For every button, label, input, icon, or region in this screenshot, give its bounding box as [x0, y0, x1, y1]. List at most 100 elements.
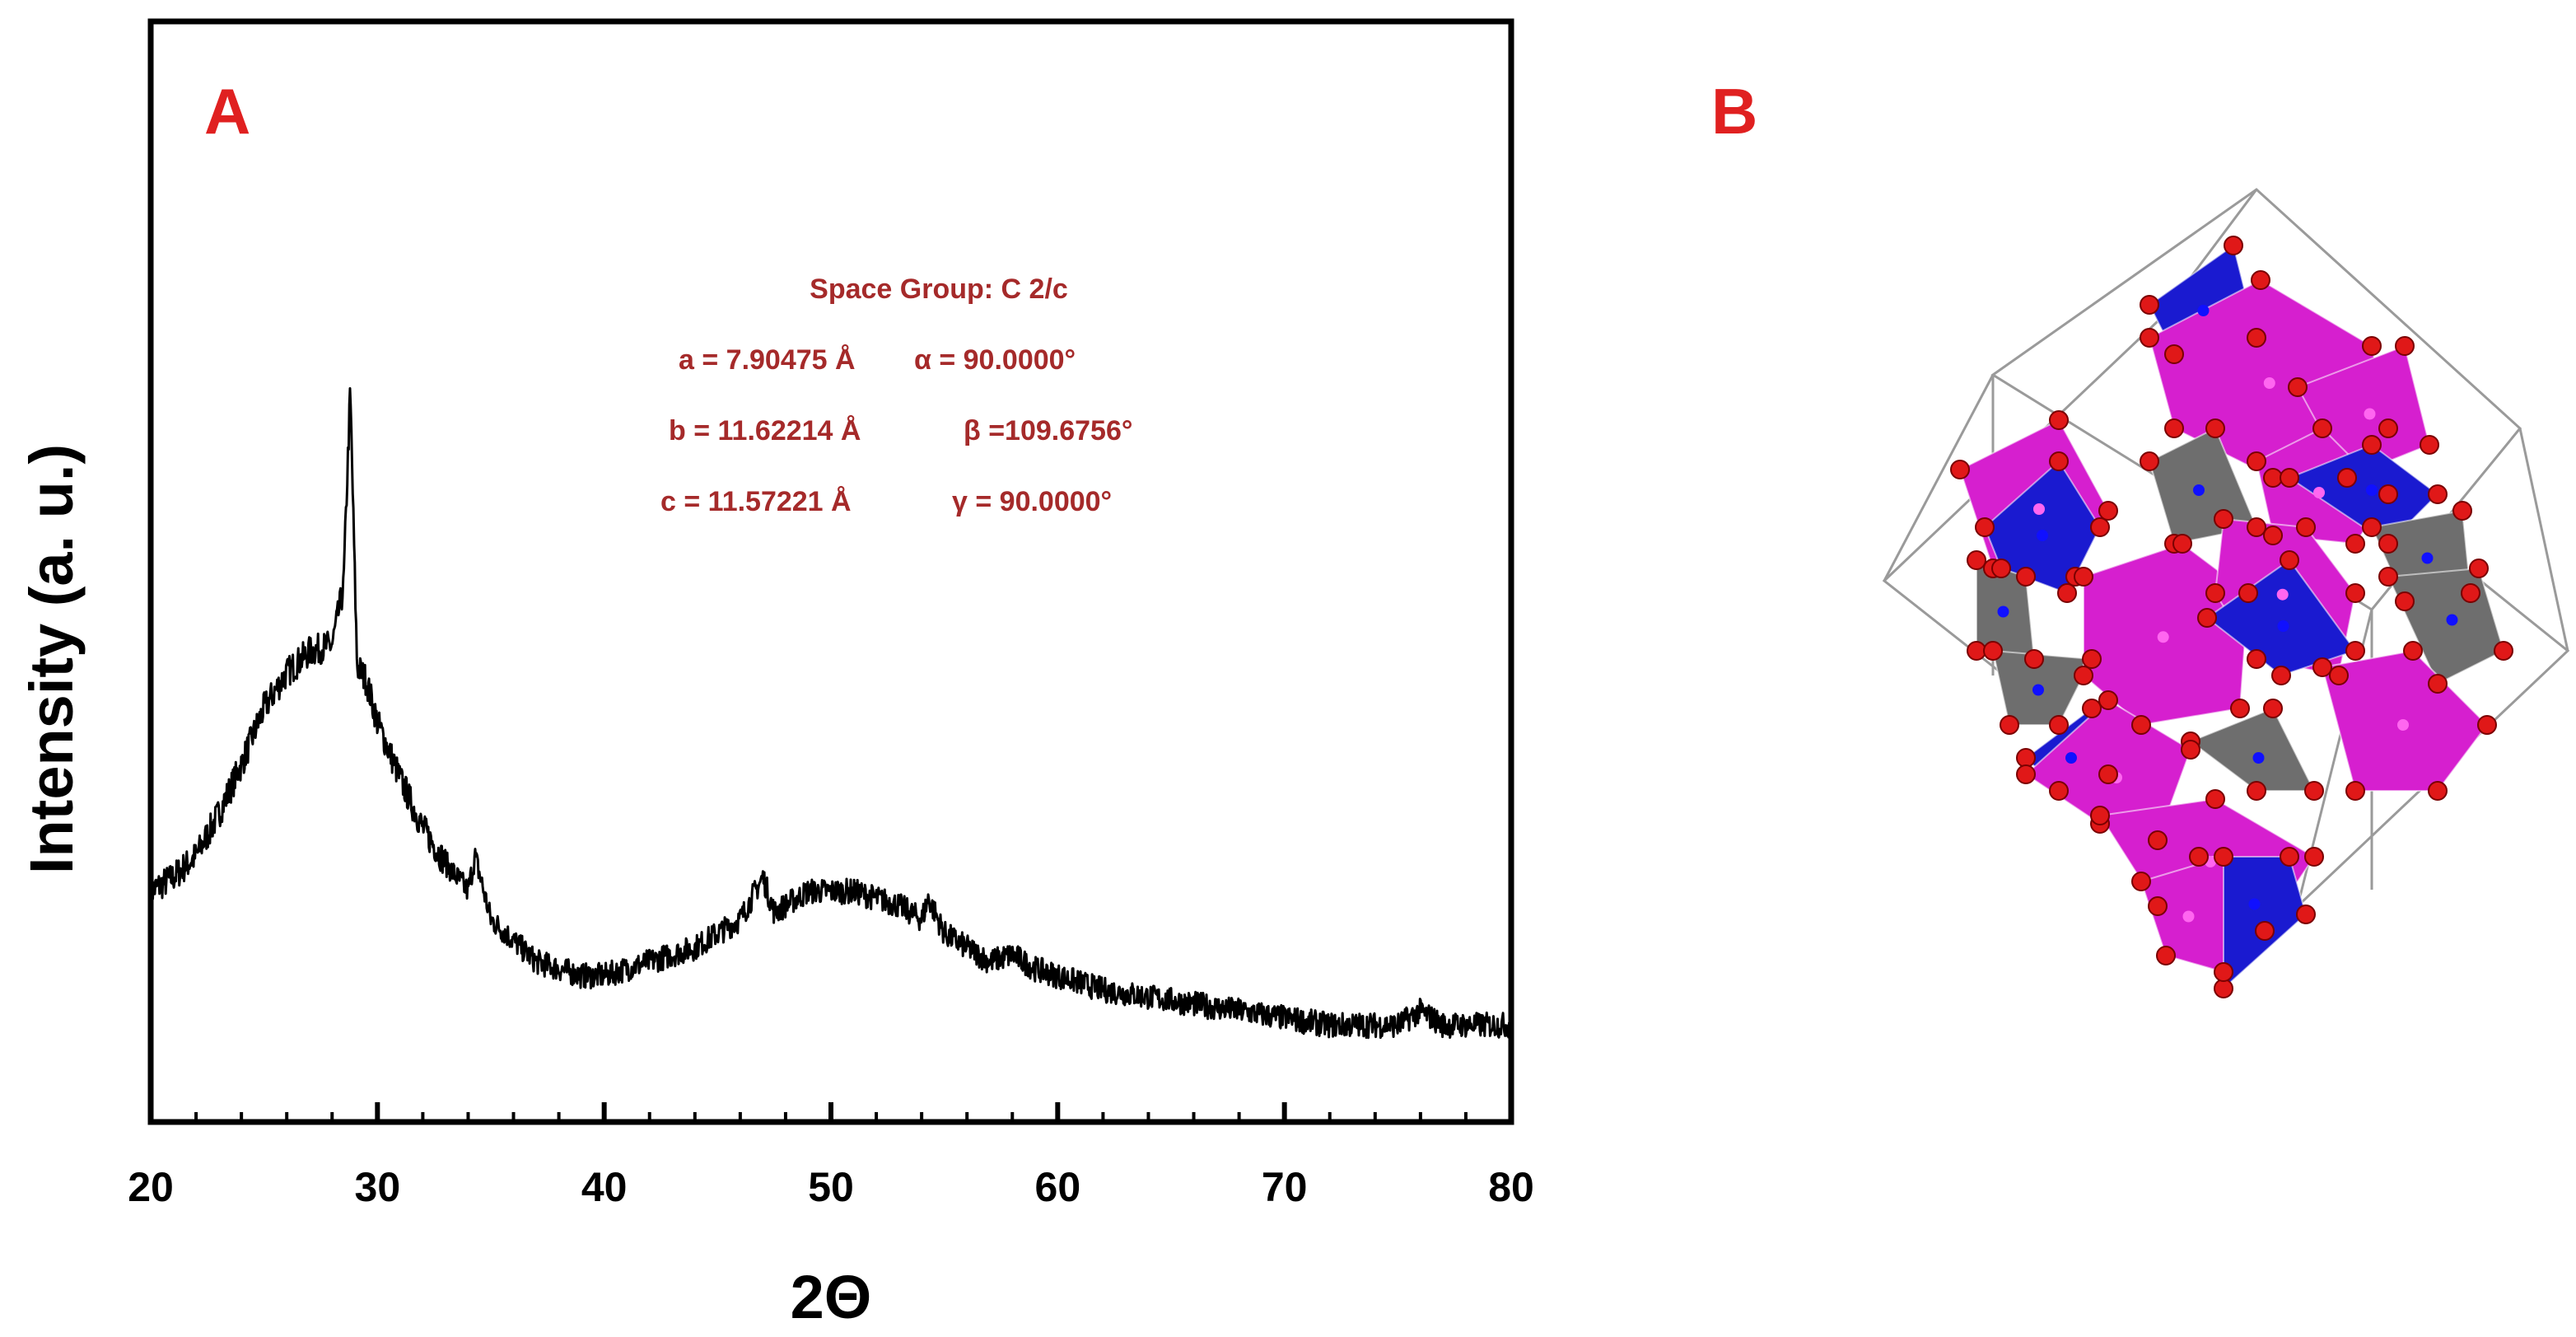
oxygen-atom: [2296, 517, 2316, 537]
oxygen-atom: [2090, 517, 2110, 537]
oxygen-atom: [2452, 501, 2472, 521]
cation-atom: [2252, 752, 2265, 764]
y-axis-title: Intensity (a. u.): [17, 444, 86, 874]
cation-atom: [2263, 377, 2275, 389]
oxygen-atom: [2312, 418, 2332, 438]
oxygen-atom: [2238, 583, 2258, 603]
oxygen-atom: [2378, 418, 2398, 438]
oxygen-atom: [2156, 946, 2176, 965]
oxygen-atom: [2362, 517, 2382, 537]
cation-atom: [2276, 588, 2289, 601]
oxygen-atom: [2140, 451, 2159, 471]
oxygen-atom: [2345, 781, 2365, 801]
oxygen-atom: [2172, 534, 2192, 554]
oxygen-atom: [2296, 905, 2316, 924]
annotation-a-length: a = 7.90475 Å: [679, 344, 856, 376]
oxygen-atom: [2049, 781, 2069, 801]
cation-atom: [2421, 552, 2434, 564]
oxygen-atom: [2016, 748, 2036, 768]
panel-a: A 20 30 40 50 60 70 80 2Θ Intensity (a. u.) Sp…: [17, 18, 1534, 1331]
oxygen-atom: [2263, 526, 2283, 545]
oxygen-atom: [2345, 641, 2365, 661]
oxygen-atom: [2304, 781, 2324, 801]
x-tick-label: 60: [1035, 1164, 1081, 1210]
oxygen-atom: [2247, 451, 2266, 471]
x-axis-title: 2Θ: [791, 1263, 872, 1331]
x-tick-label: 80: [1488, 1164, 1534, 1210]
cation-atom: [2197, 305, 2210, 316]
cation-atom: [2397, 719, 2409, 731]
oxygen-atom: [2255, 921, 2275, 941]
oxygen-atom: [2131, 872, 2151, 891]
oxygen-atom: [2205, 789, 2225, 809]
oxygen-atom: [2378, 534, 2398, 554]
cation-atom: [2065, 752, 2077, 764]
oxygen-atom: [2189, 847, 2209, 867]
cation-atom: [2157, 631, 2169, 643]
oxygen-atom: [2247, 649, 2266, 669]
cation-atom: [2037, 530, 2048, 541]
oxygen-atom: [2395, 591, 2415, 611]
panel-a-label: A: [204, 75, 250, 147]
oxygen-atom: [2263, 699, 2283, 718]
oxygen-atom: [2082, 649, 2102, 669]
oxygen-atom: [2428, 674, 2448, 694]
oxygen-atom: [2098, 690, 2118, 710]
panel-b-label: B: [1711, 75, 1757, 147]
oxygen-atom: [2345, 534, 2365, 554]
oxygen-atom: [2304, 847, 2324, 867]
oxygen-atom: [2024, 649, 2044, 669]
oxygen-atom: [2280, 847, 2299, 867]
oxygen-atom: [2090, 806, 2110, 825]
oxygen-atom: [2271, 666, 2291, 685]
oxygen-atom: [2148, 830, 2168, 850]
annotation-space-group: Space Group: C 2/c: [810, 273, 1068, 305]
oxygen-atom: [2205, 418, 2225, 438]
oxygen-atom: [2140, 328, 2159, 348]
oxygen-atom: [2378, 567, 2398, 587]
oxygen-atom: [2378, 484, 2398, 504]
oxygen-atom: [2057, 583, 2077, 603]
oxygen-atom: [2469, 559, 2489, 578]
oxygen-atom: [2049, 715, 2069, 735]
oxygen-atom: [2403, 641, 2423, 661]
oxygen-atom: [1967, 550, 1986, 570]
oxygen-atom: [2362, 336, 2382, 356]
annotation-b-length: b = 11.62214 Å: [669, 415, 861, 446]
cation-atom: [2446, 614, 2458, 626]
oxygen-atom: [2428, 781, 2448, 801]
oxygen-atom: [2420, 435, 2439, 455]
oxygen-atom: [2214, 847, 2233, 867]
panel-b: B: [1711, 75, 2570, 998]
oxygen-atom: [2362, 435, 2382, 455]
oxygen-atom: [2247, 328, 2266, 348]
oxygen-atom: [2230, 699, 2250, 718]
cation-atom: [2366, 484, 2378, 496]
oxygen-atom: [2164, 418, 2184, 438]
annotation-gamma: γ = 90.0000°: [952, 486, 1112, 517]
oxygen-atom: [2428, 484, 2448, 504]
oxygen-atom: [2197, 608, 2217, 628]
cation-atom: [2032, 684, 2044, 696]
oxygen-atom: [2214, 962, 2233, 982]
oxygen-atom: [2477, 715, 2497, 735]
cation-atom: [2248, 898, 2261, 910]
oxygen-atom: [2074, 666, 2093, 685]
cation-atom: [2193, 484, 2205, 496]
oxygen-atom: [2131, 715, 2151, 735]
oxygen-atom: [1975, 517, 1995, 537]
oxygen-atom: [2329, 666, 2349, 685]
annotation-c-length: c = 11.57221 Å: [660, 486, 852, 517]
x-axis-tick-labels: 20 30 40 50 60 70 80: [128, 1164, 1534, 1210]
polyhedra-group: [1958, 244, 2505, 990]
cation-atom: [2182, 910, 2195, 923]
oxygen-atom: [2247, 517, 2266, 537]
cation-atom: [2313, 487, 2325, 498]
oxygen-atom: [2280, 468, 2299, 488]
crystal-structure-illustration: [1882, 188, 2570, 998]
oxygen-atoms: [1950, 236, 2513, 998]
cation-atom: [2033, 503, 2045, 515]
oxygen-atom: [2461, 583, 2480, 603]
oxygen-atom: [2098, 501, 2118, 521]
